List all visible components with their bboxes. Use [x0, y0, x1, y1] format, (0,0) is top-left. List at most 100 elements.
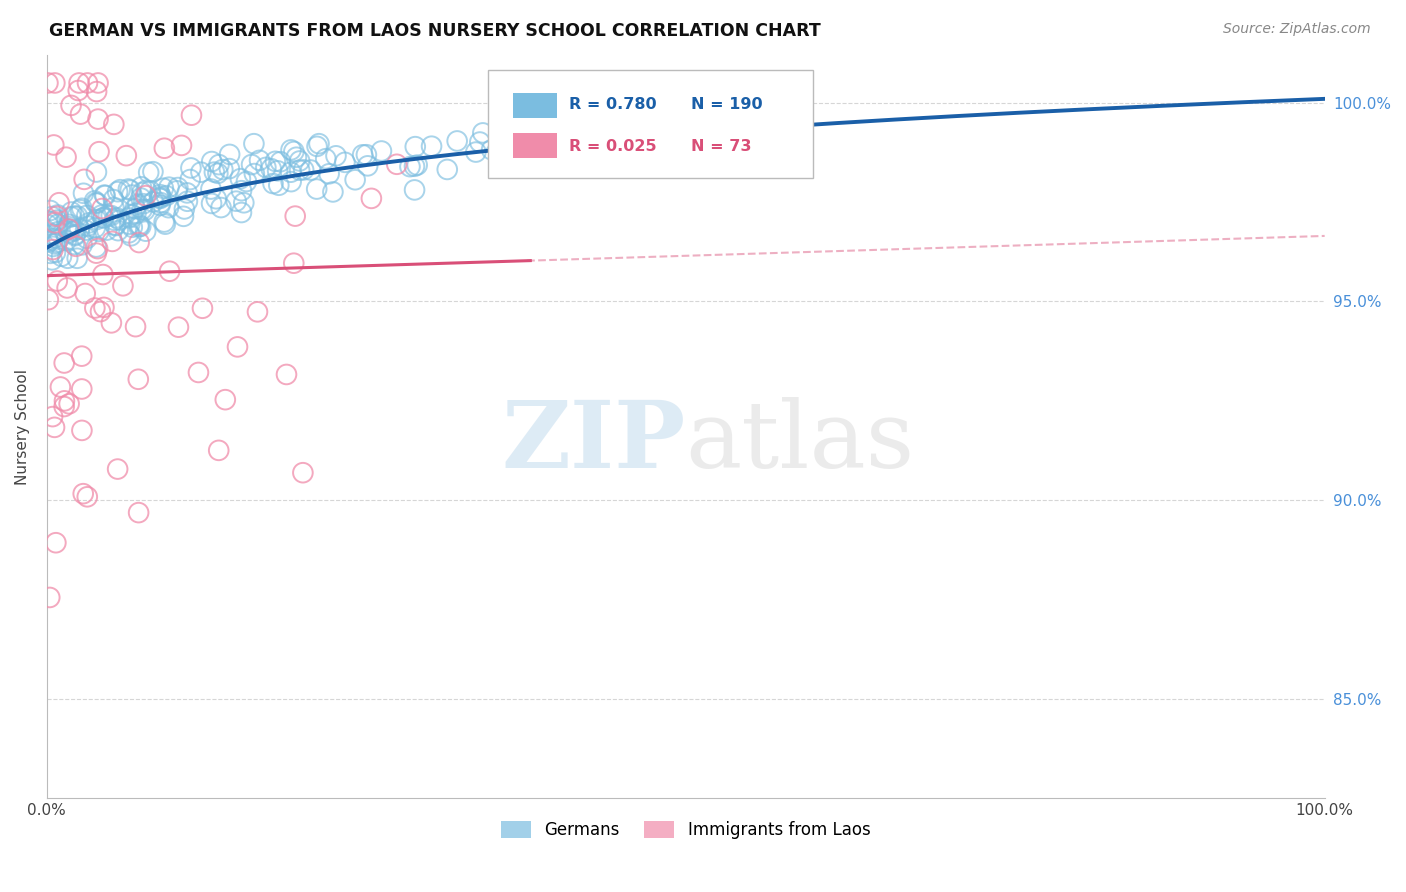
Point [75, 223, 97, 237]
FancyBboxPatch shape [513, 133, 557, 159]
Point [131, 179, 153, 194]
Point [60, 98, 83, 112]
Point [128, 218, 150, 232]
Point [249, 153, 271, 168]
Point [86, 85, 108, 99]
Point [315, 152, 337, 166]
Point [46, 225, 69, 239]
Point [49, 380, 72, 394]
Point [128, 235, 150, 250]
Point [135, 183, 157, 197]
Point [305, 139, 328, 153]
Text: Source: ZipAtlas.com: Source: ZipAtlas.com [1223, 22, 1371, 37]
Point [108, 213, 131, 227]
Point [180, 108, 202, 122]
Point [235, 174, 257, 188]
Point [60, 210, 83, 224]
Point [153, 141, 176, 155]
Point [129, 219, 152, 234]
Point [44, 76, 66, 90]
Text: N = 73: N = 73 [690, 139, 751, 154]
Point [225, 194, 247, 209]
Point [66, 209, 89, 223]
Point [70, 382, 93, 396]
Point [84, 195, 107, 210]
Point [62, 224, 84, 238]
Point [58, 222, 80, 236]
Point [83, 301, 105, 315]
Point [100, 209, 122, 223]
Text: R = 0.780: R = 0.780 [569, 97, 657, 112]
Point [399, 160, 422, 174]
Point [218, 161, 240, 176]
Point [142, 164, 165, 178]
Point [202, 165, 225, 179]
Point [91, 211, 114, 225]
Point [138, 165, 160, 179]
Point [90, 208, 112, 222]
Point [191, 301, 214, 316]
Point [243, 136, 266, 151]
Point [105, 211, 128, 225]
Point [55, 150, 77, 164]
Point [69, 202, 91, 217]
Point [96, 223, 118, 237]
Point [149, 190, 172, 204]
Point [240, 158, 263, 172]
Point [167, 320, 190, 334]
Point [267, 178, 290, 193]
Point [48, 195, 70, 210]
Point [72, 486, 94, 500]
Point [45, 209, 67, 223]
Point [44, 245, 66, 260]
Point [155, 217, 177, 231]
Point [190, 165, 212, 179]
Point [37, 293, 59, 307]
Point [37, 76, 59, 90]
Point [70, 202, 93, 216]
Point [86, 212, 108, 227]
Point [211, 162, 233, 177]
Point [58, 222, 80, 236]
Point [121, 208, 143, 222]
Point [254, 161, 277, 175]
Point [53, 393, 76, 408]
Point [73, 172, 96, 186]
Point [56, 252, 79, 266]
Point [51, 249, 73, 263]
Point [406, 158, 429, 172]
Point [76, 76, 98, 90]
Point [107, 224, 129, 238]
FancyBboxPatch shape [513, 93, 557, 119]
Point [128, 219, 150, 234]
Point [127, 372, 149, 386]
Point [72, 186, 94, 201]
Point [37, 218, 59, 232]
Point [58, 222, 80, 236]
Point [63, 228, 86, 243]
Point [229, 171, 252, 186]
Point [69, 221, 91, 235]
Point [121, 220, 143, 235]
Point [149, 191, 172, 205]
Point [115, 149, 138, 163]
Point [280, 143, 302, 157]
Point [291, 466, 314, 480]
Point [620, 125, 643, 139]
Point [124, 319, 146, 334]
Point [471, 126, 494, 140]
Point [550, 122, 572, 136]
Point [200, 182, 222, 196]
Point [173, 202, 195, 216]
Point [131, 202, 153, 217]
Point [93, 301, 115, 315]
Point [149, 187, 172, 202]
Point [93, 188, 115, 202]
Point [42, 243, 65, 257]
Point [53, 356, 76, 370]
Point [201, 154, 224, 169]
Point [322, 185, 344, 199]
Point [42, 239, 65, 253]
Text: GERMAN VS IMMIGRANTS FROM LAOS NURSERY SCHOOL CORRELATION CHART: GERMAN VS IMMIGRANTS FROM LAOS NURSERY S… [49, 22, 821, 40]
Point [266, 163, 288, 178]
